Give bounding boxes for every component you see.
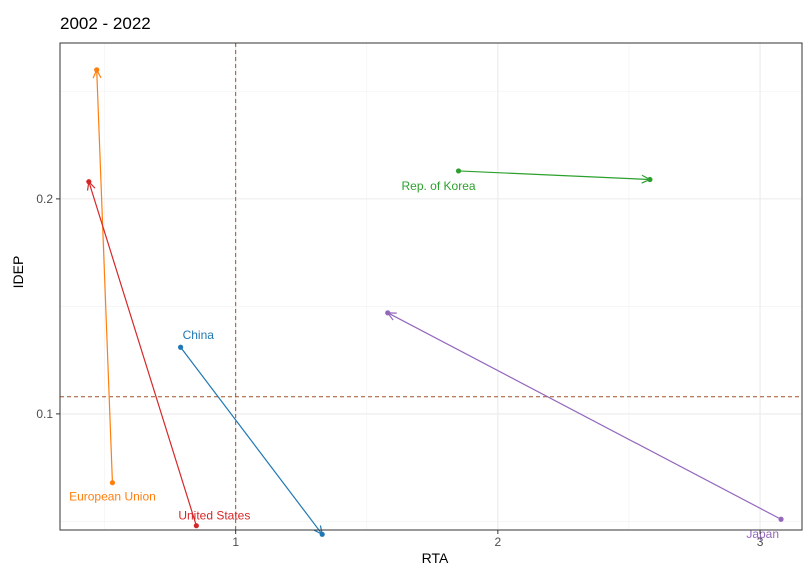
- series-label: China: [183, 328, 215, 342]
- series-line: [180, 346, 323, 535]
- series-label: Rep. of Korea: [402, 179, 476, 193]
- x-axis-title: RTA: [422, 550, 449, 566]
- series-united-states: United States: [86, 179, 250, 529]
- series-line: [88, 181, 197, 526]
- series-rep-of-korea: Rep. of Korea: [402, 168, 653, 193]
- series-start-point: [455, 168, 462, 174]
- series-line: [387, 312, 782, 520]
- series-european-union: European Union: [69, 67, 156, 504]
- panel-border: [59, 42, 803, 531]
- series-end-point: [86, 179, 92, 185]
- series-label: Japan: [746, 527, 779, 541]
- series-japan: Japan: [385, 310, 784, 541]
- y-tick-label: 0.1: [36, 407, 53, 421]
- series-end-point: [385, 310, 391, 316]
- axis-layer: 1 2 3 0.1 0.2: [36, 192, 763, 549]
- chart-title: 2002 - 2022: [60, 14, 151, 33]
- grid-layer: [60, 43, 802, 530]
- y-axis-title: IDEP: [10, 256, 26, 289]
- x-tick-label: 3: [757, 535, 764, 549]
- x-tick-label: 1: [232, 535, 239, 549]
- series-label: United States: [178, 509, 250, 523]
- y-tick-label: 0.2: [36, 192, 53, 206]
- series-start-point: [778, 516, 784, 522]
- reference-lines: [60, 43, 802, 530]
- x-tick-label: 2: [495, 535, 502, 549]
- series-china: China: [178, 328, 325, 537]
- series-start-point: [193, 523, 199, 529]
- series-end-point: [319, 531, 325, 537]
- series-end-point: [647, 176, 653, 183]
- series-start-point: [178, 344, 184, 350]
- series-start-point: [109, 480, 116, 486]
- series-layer: European Union United States China Rep. of …: [69, 67, 784, 541]
- series-line: [458, 170, 650, 181]
- series-line: [96, 69, 114, 483]
- series-label: European Union: [69, 490, 156, 504]
- series-end-point: [94, 67, 100, 73]
